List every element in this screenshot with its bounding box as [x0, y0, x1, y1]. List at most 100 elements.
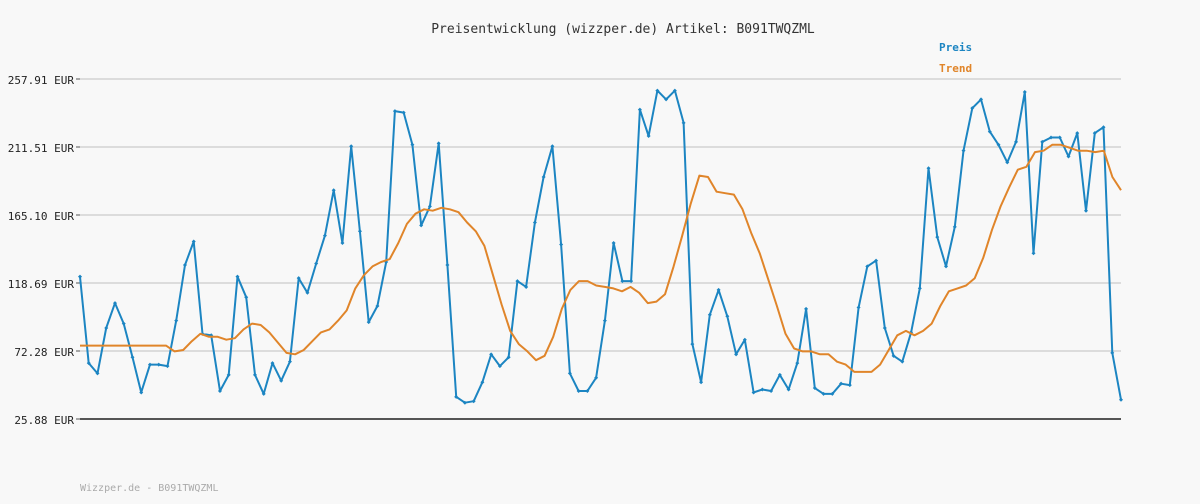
preis-data-point	[550, 144, 555, 149]
preis-data-point	[427, 204, 432, 209]
preis-data-point	[900, 359, 905, 364]
preis-data-point	[130, 355, 135, 360]
preis-data-point	[821, 391, 826, 396]
preis-data-point	[217, 388, 222, 393]
preis-data-point	[777, 372, 782, 377]
preis-data-point	[121, 321, 126, 326]
preis-data-point	[506, 355, 511, 360]
preis-data-point	[95, 371, 100, 376]
preis-data-point	[314, 261, 319, 266]
preis-series-line	[79, 89, 1122, 404]
preis-data-point	[366, 320, 371, 325]
preis-data-point	[244, 295, 249, 300]
footer-credit: Wizzper.de - B091TWQZML	[80, 483, 218, 494]
preis-data-point	[716, 287, 721, 292]
preis-data-point	[182, 262, 187, 267]
preis-data-point	[751, 390, 756, 395]
preis-data-point	[690, 342, 695, 347]
preis-data-point	[270, 361, 275, 366]
preis-data-point	[191, 239, 196, 244]
preis-data-point	[78, 274, 82, 279]
preis-data-point	[1022, 90, 1027, 95]
preis-data-point	[471, 399, 476, 404]
preis-data-point	[147, 362, 152, 367]
preis-data-point	[287, 359, 292, 364]
preis-data-point	[795, 361, 800, 366]
preis-data-point	[935, 235, 940, 240]
preis-data-point	[1005, 160, 1010, 165]
preis-data-point	[559, 242, 564, 247]
preis-data-point	[952, 224, 957, 229]
preis-data-point	[664, 97, 669, 102]
y-tick-label-5: 25.88 EUR	[14, 414, 74, 427]
preis-data-point	[646, 134, 651, 139]
legend-preis: Preis	[939, 41, 972, 54]
preis-data-point	[576, 388, 581, 393]
preis-data-point	[567, 371, 572, 376]
preis-data-point	[1119, 397, 1123, 402]
preis-data-point	[541, 175, 546, 180]
preis-data-point	[699, 380, 704, 385]
preis-data-point	[1066, 154, 1071, 159]
preis-data-point	[139, 390, 144, 395]
preis-data-point	[602, 318, 607, 323]
preis-data-point	[279, 378, 284, 383]
preis-data-point	[532, 220, 537, 225]
preis-data-point	[419, 223, 424, 228]
preis-data-point	[515, 279, 520, 284]
preis-data-point	[1040, 139, 1045, 144]
preis-data-point	[681, 120, 686, 125]
y-tick-label-4: 72.28 EUR	[14, 346, 74, 359]
preis-data-point	[804, 306, 809, 311]
preis-data-point	[261, 391, 266, 396]
preis-data-point	[944, 264, 949, 269]
preis-data-point	[331, 188, 336, 193]
preis-data-point	[830, 391, 835, 396]
preis-data-point	[156, 362, 161, 367]
preis-data-point	[410, 142, 415, 147]
preis-data-point	[620, 279, 625, 284]
preis-data-point	[235, 274, 240, 279]
preis-data-point	[672, 88, 677, 93]
preis-data-point	[226, 372, 231, 377]
preis-data-point	[996, 142, 1001, 147]
preis-data-point	[165, 364, 170, 369]
preis-data-point	[970, 106, 975, 111]
preis-data-point	[86, 361, 91, 366]
preis-data-point	[305, 290, 310, 295]
preis-data-point	[882, 325, 887, 330]
preis-data-point	[462, 400, 467, 405]
preis-data-point	[917, 286, 922, 291]
y-tick-label-3: 118.69 EUR	[8, 278, 75, 291]
preis-data-point	[742, 337, 747, 342]
preis-data-point	[734, 352, 739, 357]
preis-data-point	[585, 388, 590, 393]
preis-data-point	[524, 284, 529, 289]
preis-data-point	[707, 312, 712, 317]
preis-data-point	[349, 144, 354, 149]
preis-data-point	[296, 276, 301, 281]
trend-series-line	[80, 143, 1122, 373]
preis-data-point	[454, 394, 459, 399]
preis-data-point	[322, 233, 327, 238]
preis-data-point	[480, 380, 485, 385]
preis-data-point	[637, 107, 642, 112]
preis-data-point	[856, 305, 861, 310]
preis-data-point	[1075, 131, 1080, 136]
preis-data-point	[252, 372, 257, 377]
preis-data-point	[865, 264, 870, 269]
chart-title: Preisentwicklung (wizzper.de) Artikel: B…	[431, 22, 815, 37]
preis-data-point	[497, 364, 502, 369]
preis-data-point	[839, 381, 844, 386]
preis-data-point	[725, 314, 730, 319]
preis-data-point	[1084, 208, 1089, 213]
preis-data-point	[489, 352, 494, 357]
preis-data-point	[961, 148, 966, 153]
preis-data-point	[594, 375, 599, 380]
y-tick-label-0: 257.91 EUR	[8, 74, 75, 87]
preis-data-point	[926, 166, 931, 171]
preis-data-point	[1057, 135, 1062, 140]
preis-data-point	[174, 318, 179, 323]
preis-data-point	[979, 97, 984, 102]
